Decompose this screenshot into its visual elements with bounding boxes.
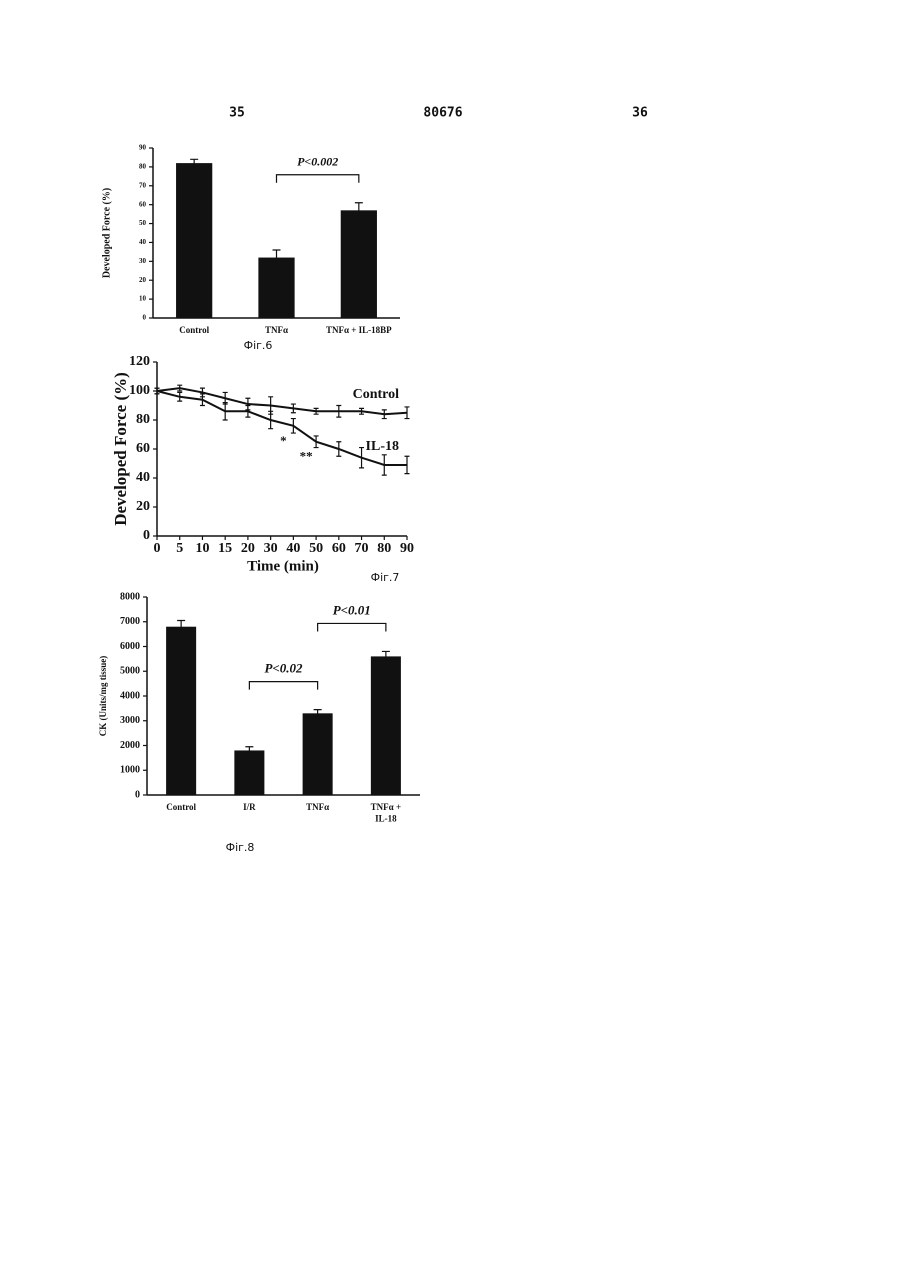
x-tick-label: TNFα [306,802,329,812]
y-tick-label: 0 [143,314,147,322]
y-tick-label: 40 [139,238,147,246]
x-tick-label: 10 [195,541,209,556]
y-tick-label: 50 [139,219,147,227]
y-tick-label: 2000 [120,740,140,751]
x-tick-label: 70 [355,541,369,556]
x-tick-label: TNFα [265,325,288,335]
significance-bracket [318,623,386,631]
x-tick-label: 20 [241,541,255,556]
y-tick-label: 120 [129,354,150,369]
figure-caption: Фіг.8 [226,841,255,854]
y-axis-label: CK (Units/mg tissue) [98,656,108,737]
x-tick-label: 0 [154,541,161,556]
y-tick-label: 60 [139,200,147,208]
y-tick-label: 80 [139,162,147,170]
series-label: Control [353,387,400,402]
figure-caption: Фіг.6 [244,339,273,352]
y-tick-label: 10 [139,295,147,303]
y-tick-label: 6000 [120,641,140,652]
y-tick-label: 40 [136,470,150,485]
y-tick-label: 3000 [120,715,140,726]
bar [303,713,333,795]
x-tick-label: 90 [400,541,414,556]
x-tick-label: 5 [176,541,183,556]
y-tick-label: 0 [135,789,140,800]
y-tick-label: 90 [139,144,147,152]
y-tick-label: 1000 [120,765,140,776]
bar [258,258,294,318]
y-tick-label: 20 [139,276,147,284]
x-tick-label: 60 [332,541,346,556]
x-axis-label: Time (min) [247,558,319,574]
y-tick-label: 60 [136,441,150,456]
y-tick-label: 5000 [120,666,140,677]
y-tick-label: 80 [136,412,150,427]
y-tick-label: 8000 [120,591,140,602]
x-tick-label: TNFα + IL-18BP [326,325,392,335]
series-label: IL-18 [366,439,399,454]
bar [176,163,212,318]
bar [234,750,264,795]
significance-marker: ** [300,449,313,464]
y-tick-label: 100 [129,383,150,398]
significance-label: P<0.002 [297,155,338,169]
page-number-left: 35 [229,106,245,121]
bar [166,627,196,795]
significance-bracket [249,682,317,690]
bar [371,656,401,795]
y-axis-label: Developed Force (%) [101,188,112,278]
significance-label: P<0.02 [264,661,303,676]
x-tick-label: 30 [264,541,278,556]
y-axis-label: Developed Force (%) [111,372,130,526]
x-tick-label: TNFα +IL-18 [371,802,401,824]
x-tick-label: 40 [286,541,300,556]
significance-bracket [277,175,359,183]
y-tick-label: 0 [143,528,150,543]
x-tick-label: Control [166,802,196,812]
x-tick-label: Control [179,325,209,335]
x-tick-label: I/R [243,802,256,812]
figure-caption: Фіг.7 [371,571,400,584]
y-tick-label: 4000 [120,690,140,701]
patent-number: 80676 [423,106,462,121]
y-tick-label: 20 [136,499,150,514]
x-tick-label: 80 [377,541,391,556]
bar [341,210,377,318]
significance-marker: * [280,433,287,448]
page: 35 80676 36 0102030405060708090Developed… [0,0,901,1273]
x-tick-label: 15 [218,541,232,556]
y-tick-label: 70 [139,181,147,189]
y-tick-label: 30 [139,257,147,265]
x-tick-label: 50 [309,541,323,556]
significance-label: P<0.01 [333,602,371,617]
page-number-right: 36 [632,106,648,121]
y-tick-label: 7000 [120,616,140,627]
